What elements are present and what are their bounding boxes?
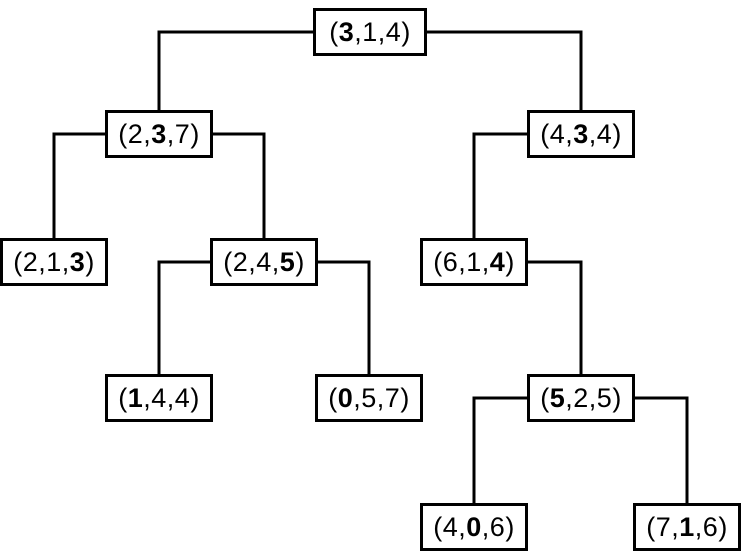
comma: , xyxy=(377,16,386,47)
paren-open: ( xyxy=(328,382,338,413)
edge-525-to-716 xyxy=(635,396,689,503)
coordinate: 6 xyxy=(442,246,459,277)
paren-close: ) xyxy=(190,118,200,149)
split-coordinate: 0 xyxy=(337,382,354,413)
comma: , xyxy=(565,118,574,149)
coordinate: 4 xyxy=(385,16,402,47)
tree-node-525: (5, 2, 5) xyxy=(527,374,635,422)
paren-open: ( xyxy=(223,246,233,277)
paren-close: ) xyxy=(505,246,515,277)
paren-open: ( xyxy=(433,246,443,277)
edge-237-to-213 xyxy=(52,132,105,238)
paren-close: ) xyxy=(612,382,622,413)
comma: , xyxy=(376,382,385,413)
tree-node-314: (3, 1, 4) xyxy=(313,8,427,56)
paren-close: ) xyxy=(295,246,305,277)
coordinate: 1 xyxy=(362,16,378,47)
paren-close: ) xyxy=(85,246,95,277)
comma: , xyxy=(671,511,680,542)
tree-node-434: (4, 3, 4) xyxy=(527,110,635,158)
paren-close: ) xyxy=(190,382,200,413)
comma: , xyxy=(588,118,597,149)
coordinate: 7 xyxy=(384,382,401,413)
tree-node-614: (6, 1, 4) xyxy=(420,238,528,286)
coordinate: 5 xyxy=(596,382,613,413)
split-coordinate: 0 xyxy=(466,511,482,542)
coordinate: 4 xyxy=(256,246,272,277)
comma: , xyxy=(588,382,597,413)
coordinate: 5 xyxy=(361,382,377,413)
tree-node-057: (0, 5, 7) xyxy=(315,374,423,422)
coordinate: 6 xyxy=(702,511,719,542)
coordinate: 4 xyxy=(151,382,167,413)
edge-525-to-406 xyxy=(472,396,527,503)
coordinate: 4 xyxy=(549,118,566,149)
paren-open: ( xyxy=(646,511,656,542)
split-coordinate: 1 xyxy=(679,511,695,542)
split-coordinate: 3 xyxy=(69,246,86,277)
edge-314-to-237 xyxy=(157,30,313,110)
comma: , xyxy=(458,246,467,277)
edge-434-to-614 xyxy=(472,132,527,238)
comma: , xyxy=(565,382,574,413)
paren-open: ( xyxy=(329,16,339,47)
coordinate: 2 xyxy=(573,382,589,413)
split-coordinate: 3 xyxy=(573,118,589,149)
paren-close: ) xyxy=(400,382,410,413)
edge-237-to-245 xyxy=(213,132,266,238)
comma: , xyxy=(458,511,467,542)
split-coordinate: 3 xyxy=(338,16,355,47)
coordinate: 6 xyxy=(489,511,506,542)
comma: , xyxy=(481,511,490,542)
tree-node-144: (1, 4, 4) xyxy=(105,374,213,422)
split-coordinate: 5 xyxy=(549,382,566,413)
tree-node-245: (2, 4, 5) xyxy=(210,238,318,286)
comma: , xyxy=(166,382,175,413)
edge-614-to-525 xyxy=(528,260,583,374)
tree-node-237: (2, 3, 7) xyxy=(105,110,213,158)
tree-node-406: (4, 0, 6) xyxy=(420,503,528,551)
paren-close: ) xyxy=(505,511,515,542)
comma: , xyxy=(61,246,70,277)
comma: , xyxy=(143,118,152,149)
paren-open: ( xyxy=(540,382,550,413)
tree-node-213: (2, 1, 3) xyxy=(0,238,108,286)
split-coordinate: 4 xyxy=(489,246,506,277)
coordinate: 1 xyxy=(46,246,62,277)
coordinate: 4 xyxy=(174,382,191,413)
coordinate: 1 xyxy=(466,246,482,277)
comma: , xyxy=(694,511,703,542)
paren-open: ( xyxy=(118,118,128,149)
coordinate: 7 xyxy=(174,118,191,149)
comma: , xyxy=(143,382,152,413)
split-coordinate: 1 xyxy=(127,382,144,413)
comma: , xyxy=(354,16,363,47)
paren-open: ( xyxy=(13,246,23,277)
tree-node-716: (7, 1, 6) xyxy=(633,503,741,551)
split-coordinate: 5 xyxy=(279,246,296,277)
coordinate: 4 xyxy=(442,511,459,542)
paren-open: ( xyxy=(118,382,128,413)
comma: , xyxy=(248,246,257,277)
paren-close: ) xyxy=(401,16,411,47)
coordinate: 4 xyxy=(596,118,613,149)
comma: , xyxy=(481,246,490,277)
coordinate: 2 xyxy=(232,246,249,277)
coordinate: 7 xyxy=(655,511,672,542)
paren-close: ) xyxy=(612,118,622,149)
paren-open: ( xyxy=(540,118,550,149)
edge-245-to-057 xyxy=(318,260,371,374)
coordinate: 2 xyxy=(22,246,39,277)
comma: , xyxy=(166,118,175,149)
edge-245-to-144 xyxy=(157,260,210,374)
split-coordinate: 3 xyxy=(151,118,167,149)
paren-close: ) xyxy=(718,511,728,542)
comma: , xyxy=(271,246,280,277)
comma: , xyxy=(38,246,47,277)
paren-open: ( xyxy=(433,511,443,542)
edge-314-to-434 xyxy=(427,30,583,110)
comma: , xyxy=(353,382,362,413)
coordinate: 2 xyxy=(127,118,144,149)
